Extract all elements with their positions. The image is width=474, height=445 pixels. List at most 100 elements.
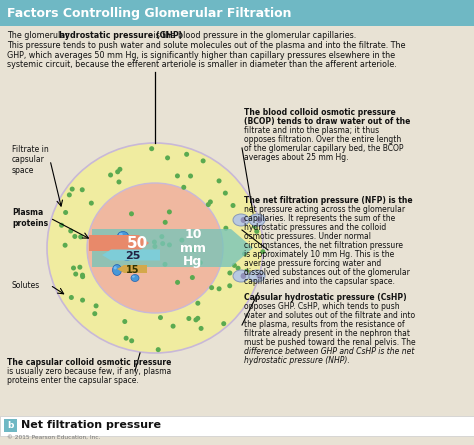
Text: Plasma
proteins: Plasma proteins	[12, 208, 48, 228]
Text: water and solutes out of the filtrate and into: water and solutes out of the filtrate an…	[244, 311, 415, 320]
Text: b: b	[7, 421, 14, 430]
Circle shape	[70, 186, 75, 192]
Text: osmotic pressures. Under normal: osmotic pressures. Under normal	[244, 232, 371, 241]
Circle shape	[193, 317, 199, 322]
Ellipse shape	[241, 217, 246, 223]
Text: capillaries and into the capsular space.: capillaries and into the capsular space.	[244, 277, 395, 286]
Text: Capsular hydrostatic pressure (CsHP): Capsular hydrostatic pressure (CsHP)	[244, 293, 407, 302]
Circle shape	[163, 220, 168, 225]
Circle shape	[80, 274, 85, 279]
Ellipse shape	[114, 266, 117, 270]
Text: proteins enter the capsular space.: proteins enter the capsular space.	[7, 376, 139, 385]
FancyArrow shape	[92, 229, 253, 267]
Circle shape	[223, 226, 228, 231]
Text: (BCOP) tends to draw water out of the: (BCOP) tends to draw water out of the	[244, 117, 410, 126]
Circle shape	[236, 266, 241, 271]
Text: Solutes: Solutes	[12, 280, 40, 290]
Circle shape	[206, 202, 211, 207]
Circle shape	[153, 254, 158, 259]
Text: This pressure tends to push water and solute molecules out of the plasma and int: This pressure tends to push water and so…	[7, 41, 405, 50]
Circle shape	[242, 251, 247, 256]
Circle shape	[228, 271, 232, 275]
Circle shape	[223, 190, 228, 196]
Text: must be pushed toward the renal pelvis. The: must be pushed toward the renal pelvis. …	[244, 338, 416, 347]
Ellipse shape	[119, 233, 123, 235]
Circle shape	[59, 223, 64, 228]
Text: 50: 50	[127, 236, 147, 251]
Text: of the glomerular capillary bed, the BCOP: of the glomerular capillary bed, the BCO…	[244, 144, 403, 153]
Text: net pressure acting across the glomerular: net pressure acting across the glomerula…	[244, 205, 405, 214]
Circle shape	[78, 235, 83, 239]
Circle shape	[175, 280, 180, 285]
Circle shape	[63, 210, 68, 215]
Circle shape	[175, 174, 180, 178]
Circle shape	[68, 228, 73, 234]
Circle shape	[156, 347, 161, 352]
Circle shape	[63, 243, 68, 248]
Circle shape	[201, 158, 206, 163]
FancyArrow shape	[102, 250, 160, 260]
Circle shape	[171, 324, 175, 329]
Text: opposes filtration. Over the entire length: opposes filtration. Over the entire leng…	[244, 135, 401, 144]
Circle shape	[93, 303, 99, 308]
FancyBboxPatch shape	[0, 416, 474, 436]
Text: circumstances, the net filtration pressure: circumstances, the net filtration pressu…	[244, 241, 403, 250]
Circle shape	[260, 249, 265, 254]
Text: systemic circuit, because the efferent arteriole is smaller in diameter than the: systemic circuit, because the efferent a…	[7, 60, 397, 69]
Circle shape	[199, 326, 203, 331]
Text: 25: 25	[125, 251, 141, 261]
Circle shape	[198, 260, 203, 265]
Circle shape	[108, 173, 113, 178]
Text: dissolved substances out of the glomerular: dissolved substances out of the glomerul…	[244, 268, 410, 277]
Circle shape	[149, 146, 154, 151]
Circle shape	[160, 241, 165, 246]
Circle shape	[252, 224, 257, 229]
Circle shape	[208, 199, 213, 204]
Ellipse shape	[122, 251, 132, 260]
Text: filtrate already present in the nephron that: filtrate already present in the nephron …	[244, 329, 410, 338]
Ellipse shape	[47, 143, 263, 353]
FancyArrow shape	[117, 265, 147, 273]
Circle shape	[221, 321, 226, 326]
Circle shape	[227, 283, 232, 288]
Circle shape	[195, 301, 201, 306]
Text: is approximately 10 mm Hg. This is the: is approximately 10 mm Hg. This is the	[244, 250, 394, 259]
Circle shape	[165, 155, 170, 160]
Circle shape	[130, 240, 135, 245]
Ellipse shape	[256, 217, 262, 223]
Ellipse shape	[131, 275, 139, 282]
Ellipse shape	[118, 231, 128, 240]
Circle shape	[73, 271, 78, 276]
Text: the plasma, results from the resistance of: the plasma, results from the resistance …	[244, 320, 405, 329]
Text: hydrostatic pressure (GHP): hydrostatic pressure (GHP)	[59, 31, 182, 40]
Ellipse shape	[241, 273, 246, 279]
Circle shape	[167, 210, 172, 214]
Circle shape	[124, 336, 128, 341]
Circle shape	[195, 316, 201, 321]
Text: Net filtration pressure: Net filtration pressure	[21, 421, 161, 430]
Circle shape	[188, 174, 193, 178]
Circle shape	[163, 262, 167, 267]
Text: filtrate and into the plasma; it thus: filtrate and into the plasma; it thus	[244, 126, 379, 135]
Text: The blood colloid osmotic pressure: The blood colloid osmotic pressure	[244, 108, 396, 117]
Circle shape	[107, 242, 112, 247]
Circle shape	[117, 179, 121, 185]
Circle shape	[77, 265, 82, 270]
FancyArrow shape	[89, 235, 149, 251]
FancyBboxPatch shape	[0, 0, 474, 26]
Text: hydrostatic pressures and the colloid: hydrostatic pressures and the colloid	[244, 223, 386, 232]
Circle shape	[190, 275, 195, 280]
Text: The glomerular: The glomerular	[7, 31, 71, 40]
Circle shape	[217, 178, 221, 183]
Circle shape	[230, 203, 236, 208]
Circle shape	[153, 244, 157, 249]
Circle shape	[158, 315, 163, 320]
Ellipse shape	[123, 253, 127, 255]
Circle shape	[129, 338, 134, 343]
Circle shape	[179, 238, 184, 243]
Ellipse shape	[233, 270, 249, 282]
Text: opposes GHP. CsHP, which tends to push: opposes GHP. CsHP, which tends to push	[244, 302, 400, 311]
Ellipse shape	[132, 275, 135, 278]
Circle shape	[67, 192, 72, 198]
Ellipse shape	[87, 183, 223, 313]
